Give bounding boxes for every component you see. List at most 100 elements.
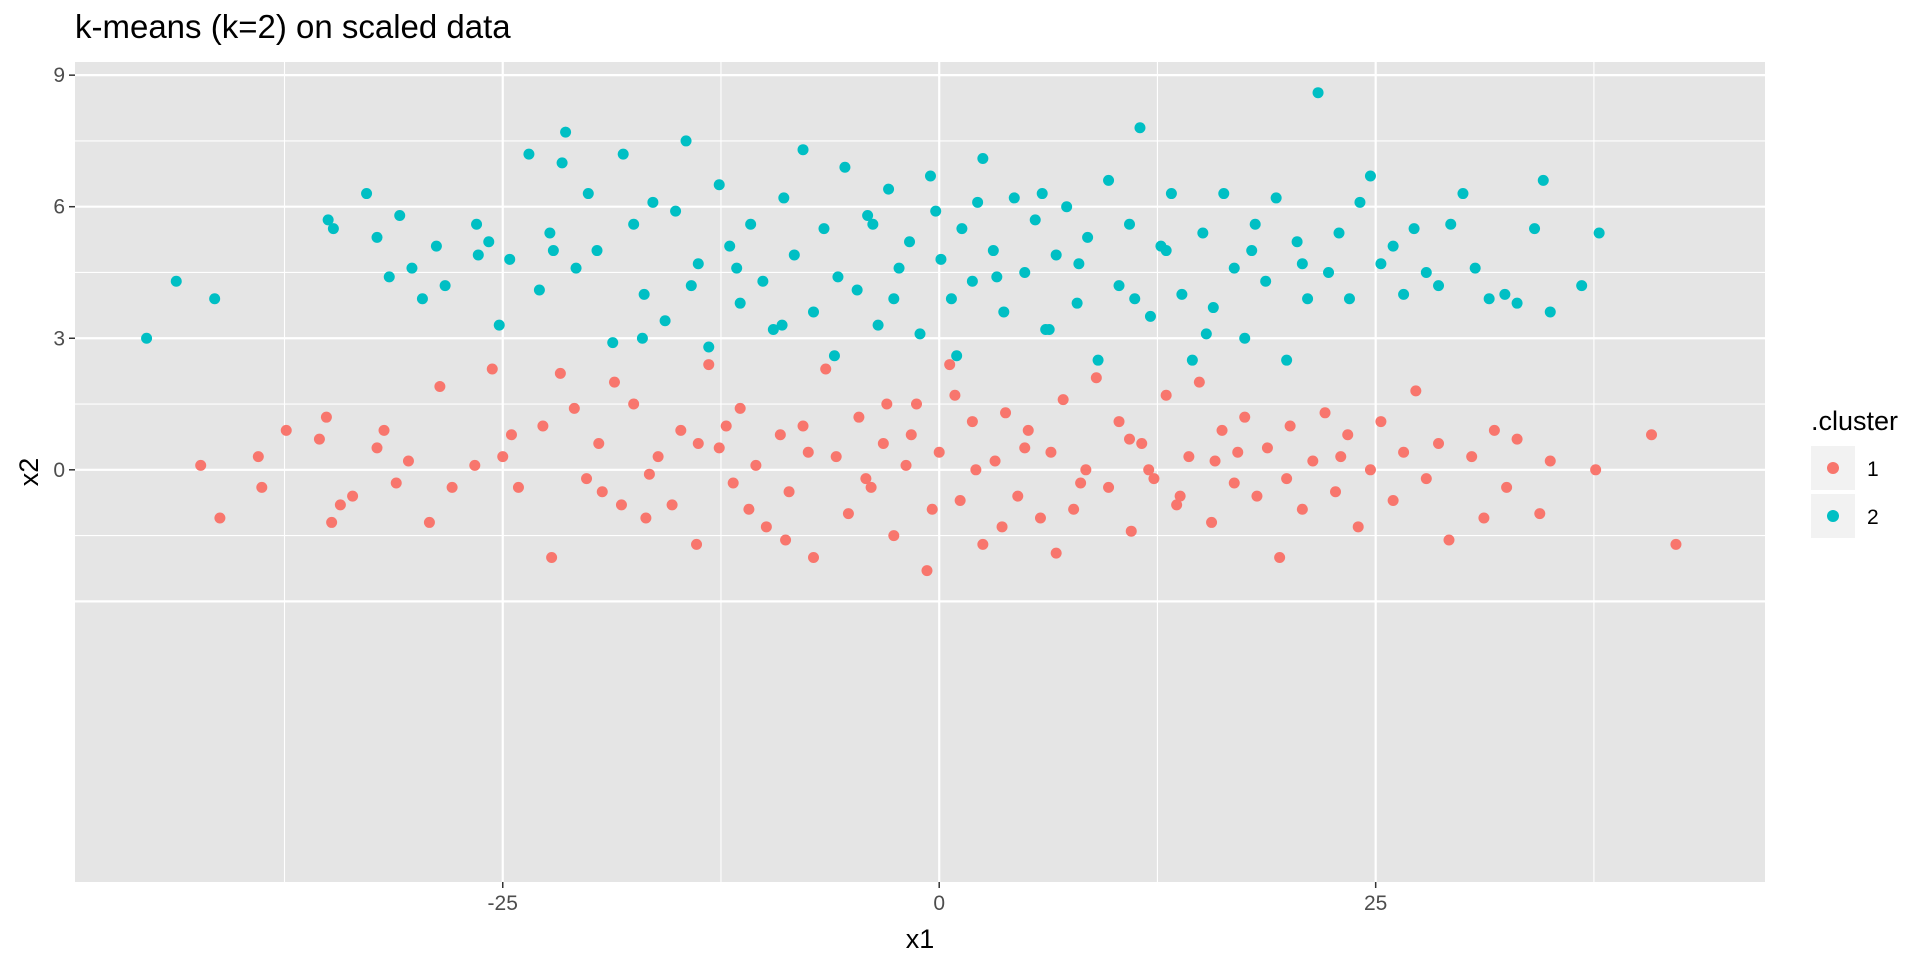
data-point	[1511, 433, 1523, 445]
data-point	[1082, 231, 1094, 243]
data-point	[1375, 416, 1387, 428]
data-point	[1246, 245, 1258, 257]
legend-key-2-marker	[1827, 510, 1839, 522]
data-point	[402, 455, 414, 467]
data-point	[383, 271, 395, 283]
data-point	[504, 253, 516, 265]
data-point	[1457, 188, 1469, 200]
data-point	[1342, 429, 1354, 441]
data-point	[1364, 170, 1376, 182]
data-point	[1443, 534, 1455, 546]
data-point	[930, 205, 942, 217]
data-point	[670, 205, 682, 217]
data-point	[1398, 288, 1410, 300]
legend-label-2: 2	[1867, 506, 1879, 529]
data-point	[1050, 249, 1062, 261]
data-point	[1019, 442, 1031, 454]
data-point	[680, 135, 692, 147]
data-point	[1092, 354, 1104, 366]
data-point	[1593, 227, 1605, 239]
data-point	[326, 516, 338, 528]
data-point	[691, 538, 703, 550]
data-point	[591, 245, 603, 257]
data-point	[446, 481, 458, 493]
data-point	[394, 209, 406, 221]
data-point	[581, 473, 593, 485]
data-point	[1410, 385, 1422, 397]
data-point	[767, 323, 779, 335]
data-point	[659, 315, 671, 327]
data-point	[1000, 407, 1012, 419]
data-point	[1200, 328, 1212, 340]
data-point	[1511, 297, 1523, 309]
data-point	[546, 552, 558, 564]
data-point	[533, 284, 545, 296]
data-point	[607, 337, 619, 349]
data-point	[808, 552, 820, 564]
data-point	[1218, 188, 1230, 200]
data-point	[1125, 525, 1137, 537]
data-point	[1529, 223, 1541, 235]
data-point	[608, 376, 620, 388]
data-point	[1319, 407, 1331, 419]
data-point	[760, 521, 772, 533]
data-point	[1387, 240, 1399, 252]
data-point	[675, 424, 687, 436]
data-point	[1103, 174, 1115, 186]
data-point	[371, 442, 383, 454]
data-point	[832, 271, 844, 283]
data-point	[1469, 262, 1481, 274]
data-point	[757, 275, 769, 287]
data-point	[797, 144, 809, 156]
data-point	[582, 188, 594, 200]
data-point	[547, 245, 559, 257]
data-point	[141, 332, 153, 344]
data-point	[252, 451, 264, 463]
data-point	[1228, 477, 1240, 489]
data-point	[1544, 306, 1556, 318]
data-point	[256, 481, 268, 493]
x-tick-label: -25	[488, 892, 518, 915]
data-point	[1544, 455, 1556, 467]
data-point	[1068, 503, 1080, 515]
data-point	[1330, 486, 1342, 498]
data-point	[472, 249, 484, 261]
legend: .cluster 1 2	[1811, 406, 1898, 538]
data-point	[820, 363, 832, 375]
data-point	[905, 429, 917, 441]
data-point	[1281, 473, 1293, 485]
data-point	[371, 231, 383, 243]
data-point	[1398, 446, 1410, 458]
data-point	[1080, 464, 1092, 476]
data-point	[554, 367, 566, 379]
data-point	[900, 459, 912, 471]
data-point	[921, 565, 933, 577]
data-point	[1057, 394, 1069, 406]
data-point	[991, 271, 1003, 283]
data-point	[505, 429, 517, 441]
data-point	[320, 411, 332, 423]
data-point	[537, 420, 549, 432]
plot-panel	[75, 62, 1765, 882]
data-point	[745, 218, 757, 230]
data-point	[327, 223, 339, 235]
data-point	[1433, 437, 1445, 449]
data-point	[406, 262, 418, 274]
data-point	[818, 223, 830, 235]
data-point	[926, 503, 938, 515]
data-point	[924, 170, 936, 182]
data-point	[778, 192, 790, 204]
data-point	[713, 442, 725, 454]
data-point	[951, 350, 963, 362]
data-point	[1186, 354, 1198, 366]
data-point	[1073, 258, 1085, 270]
data-point	[334, 499, 346, 511]
data-point	[1008, 192, 1020, 204]
data-point	[493, 319, 505, 331]
data-point	[596, 486, 608, 498]
data-point	[1103, 481, 1115, 493]
data-point	[361, 188, 373, 200]
data-point	[956, 223, 968, 235]
data-point	[989, 455, 1001, 467]
